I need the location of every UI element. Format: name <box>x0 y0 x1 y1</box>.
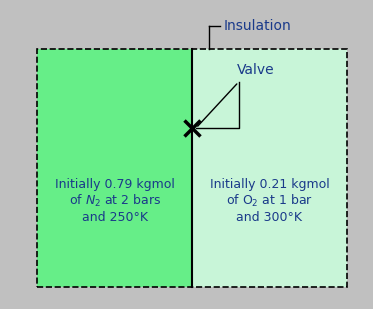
Text: Initially 0.79 kgmol
of $N_2$ at 2 bars
and 250°K: Initially 0.79 kgmol of $N_2$ at 2 bars … <box>55 178 175 224</box>
Bar <box>37 49 347 287</box>
Text: Initially 0.21 kgmol
of O$_2$ at 1 bar
and 300°K: Initially 0.21 kgmol of O$_2$ at 1 bar a… <box>210 178 329 224</box>
Bar <box>192 49 347 287</box>
Text: Valve: Valve <box>237 63 275 77</box>
Bar <box>37 49 192 287</box>
Text: Insulation: Insulation <box>224 19 292 33</box>
